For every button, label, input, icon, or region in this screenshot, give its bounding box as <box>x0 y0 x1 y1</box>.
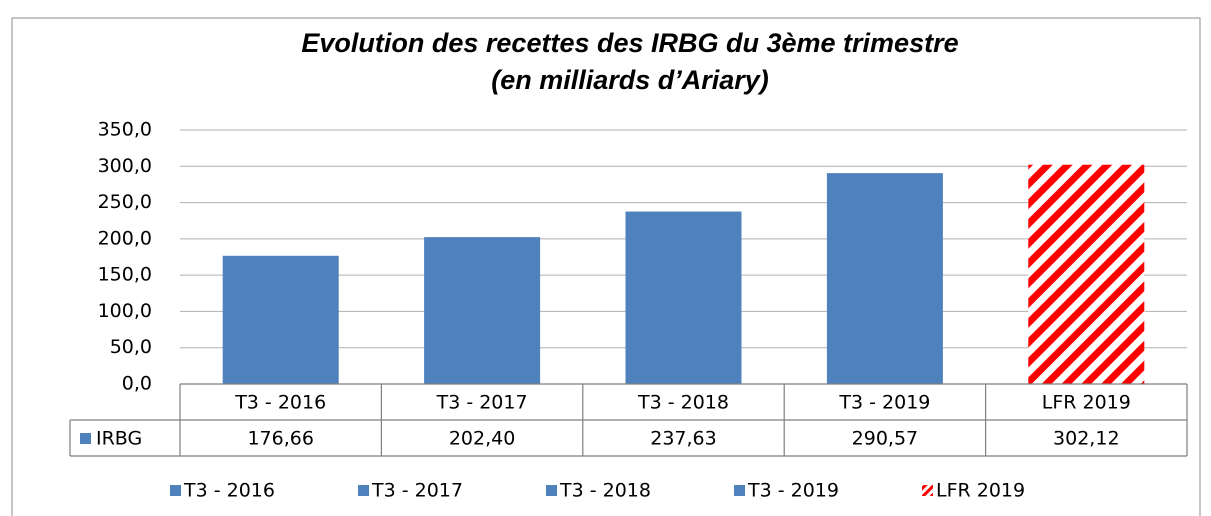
chart-border <box>11 17 1201 516</box>
y-tick-label: 0,0 <box>122 373 152 395</box>
value-label: 302,12 <box>1053 428 1119 450</box>
value-label: 176,66 <box>247 428 313 450</box>
y-tick-label: 350,0 <box>98 119 152 141</box>
legend-key <box>80 433 91 444</box>
bar <box>222 255 339 384</box>
legend-key <box>546 485 557 496</box>
value-label: 290,57 <box>852 428 918 450</box>
value-label: 237,63 <box>650 428 716 450</box>
legend-label: T3 - 2017 <box>371 480 463 502</box>
x-tick-label: T3 - 2016 <box>234 392 326 414</box>
x-tick-label: LFR 2019 <box>1042 392 1131 414</box>
x-tick-label: T3 - 2018 <box>637 392 729 414</box>
bar <box>826 173 943 384</box>
legend-key <box>358 485 369 496</box>
legend-label: T3 - 2018 <box>559 480 651 502</box>
legend-label: T3 - 2016 <box>183 480 275 502</box>
y-tick-label: 100,0 <box>98 300 152 322</box>
chart-title: Evolution des recettes des IRBG du 3ème … <box>301 28 958 58</box>
legend-label: LFR 2019 <box>936 480 1025 502</box>
chart-subtitle: (en milliards d’Ariary) <box>491 65 769 95</box>
y-tick-label: 300,0 <box>98 155 152 177</box>
x-tick-label: T3 - 2019 <box>838 392 930 414</box>
y-tick-label: 150,0 <box>98 264 152 286</box>
bar <box>625 211 742 384</box>
x-tick-label: T3 - 2017 <box>436 392 528 414</box>
bar <box>1028 164 1145 384</box>
y-tick-label: 50,0 <box>110 336 152 358</box>
legend-label: T3 - 2019 <box>747 480 839 502</box>
y-tick-label: 250,0 <box>98 191 152 213</box>
y-tick-label: 200,0 <box>98 227 152 249</box>
legend-key <box>734 485 745 496</box>
bar <box>424 237 541 384</box>
legend-key <box>170 485 181 496</box>
value-label: 202,40 <box>449 428 515 450</box>
legend-key <box>922 485 933 496</box>
series-name: IRBG <box>96 428 142 450</box>
